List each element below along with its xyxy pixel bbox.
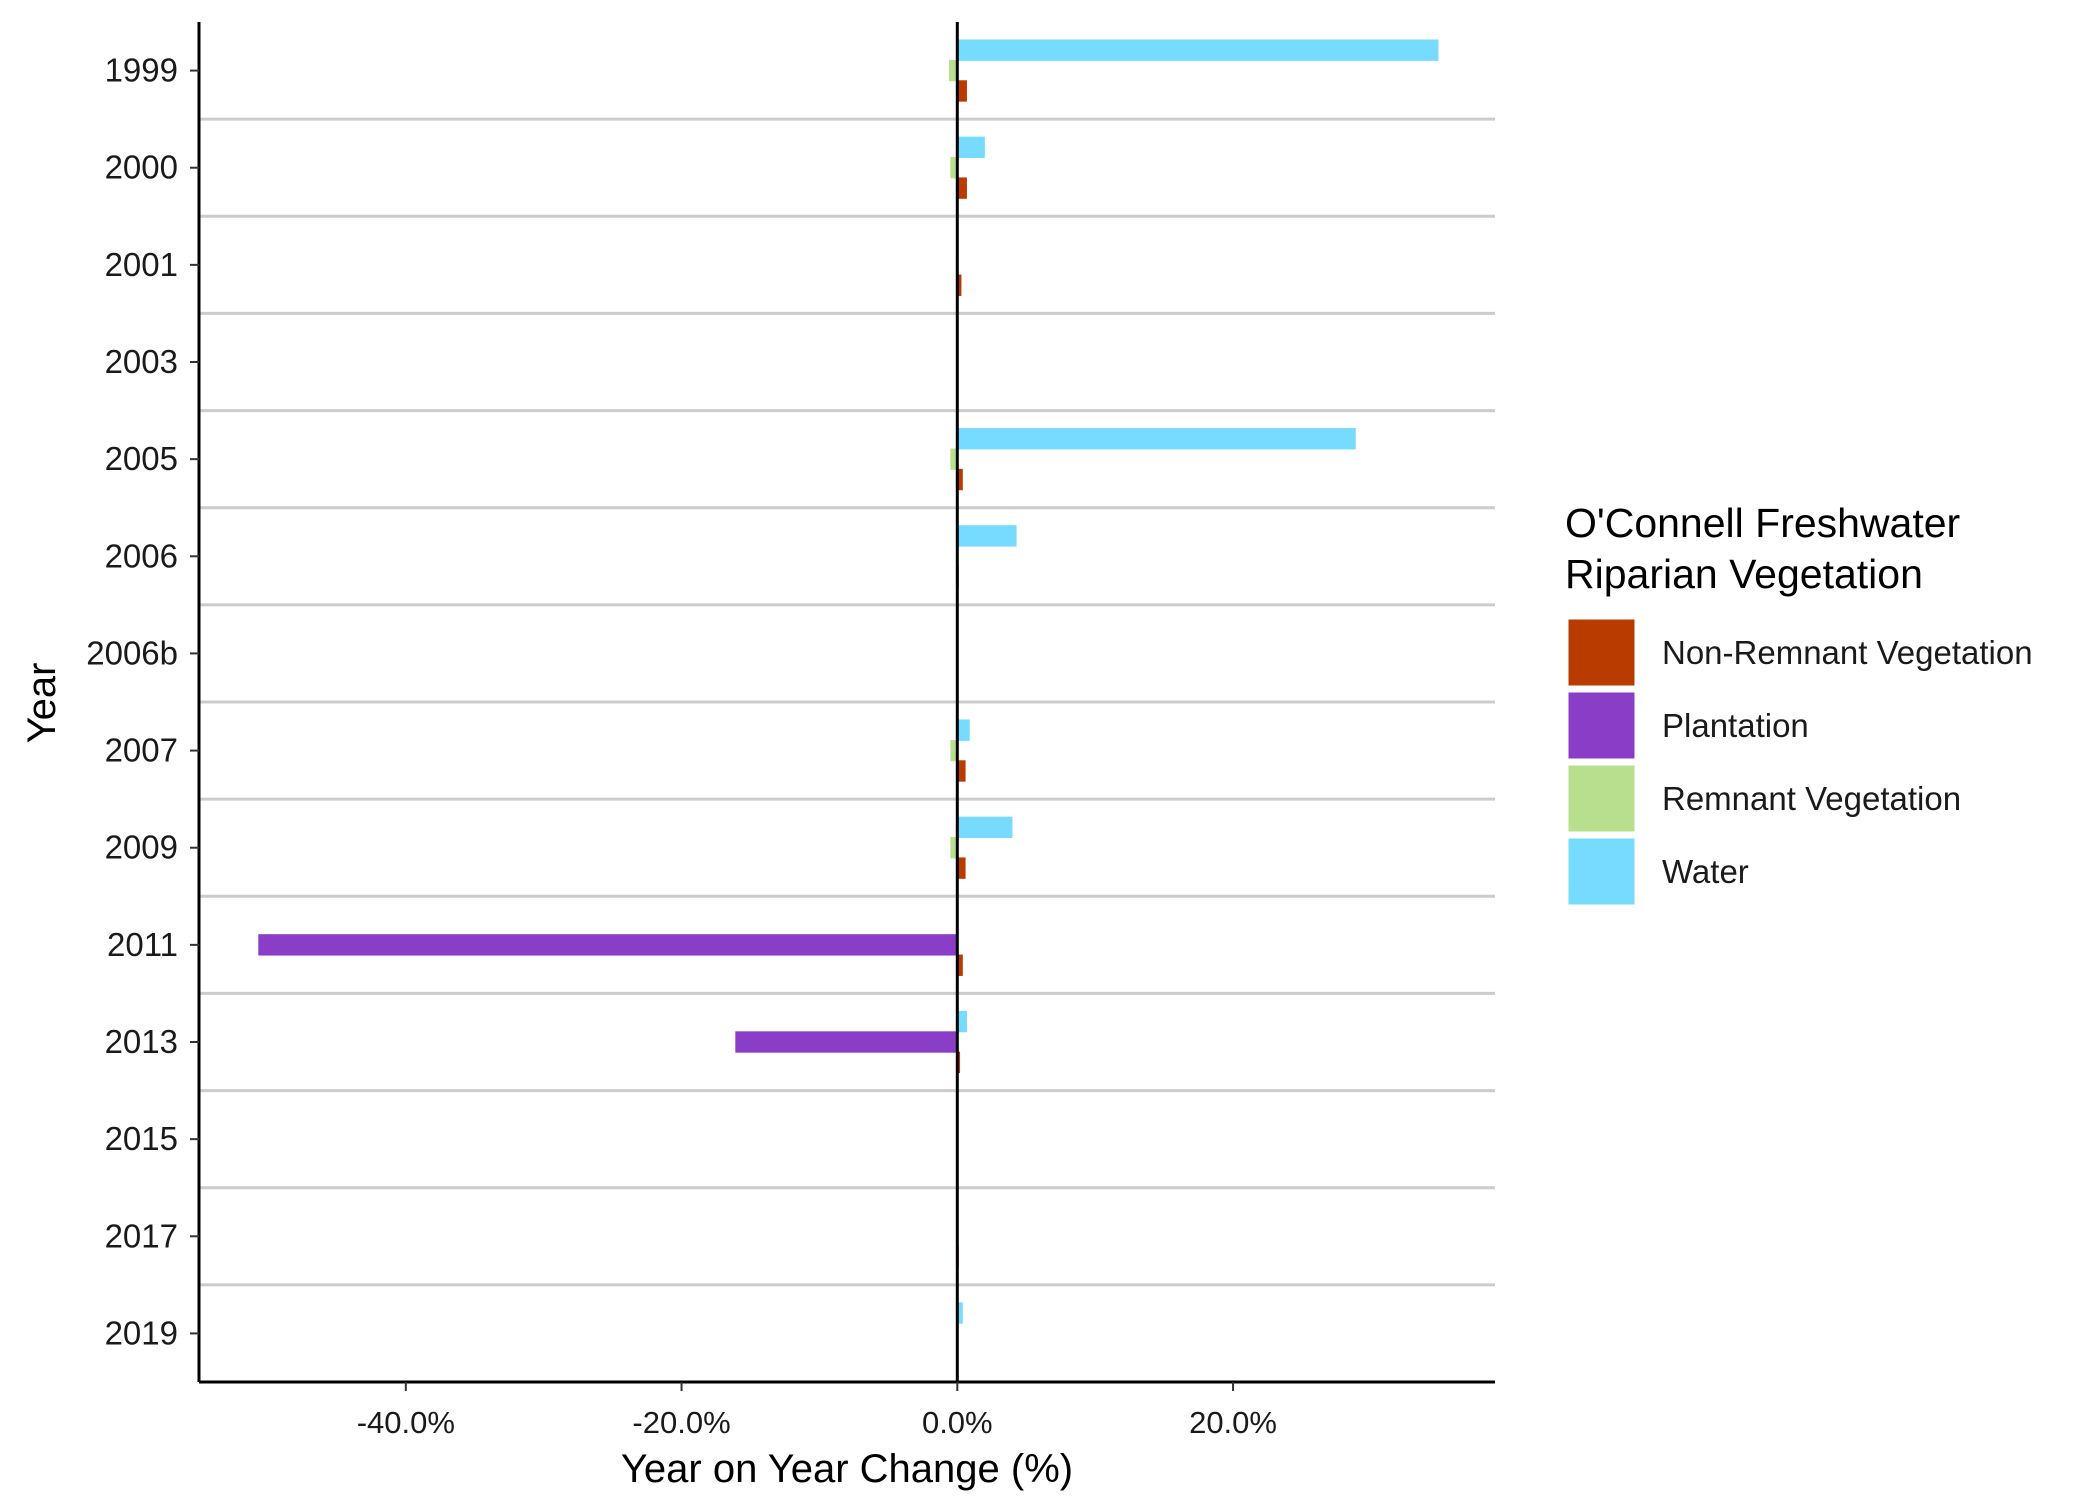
y-tick-label: 2005 [105,440,178,477]
y-tick-label: 2011 [107,926,178,963]
y-tick-label: 2019 [105,1314,178,1351]
bars [258,39,1439,1324]
legend: O'Connell Freshwater Riparian Vegetation… [1565,500,2033,908]
x-tick-label: 20.0% [1189,1405,1277,1440]
y-tick-label: 2001 [105,246,178,283]
bar-water-1999 [957,39,1439,61]
x-tick-labels: -40.0% -20.0% 0.0% 20.0% [357,1382,1277,1440]
y-tick-label: 2007 [105,732,178,769]
y-tick-labels: 1999 2000 2001 2003 2005 2006 2006b 2007 2009 201… [86,52,199,1351]
y-tick-label: 2000 [105,149,178,186]
legend-label: Non-Remnant Vegetation [1662,634,2033,671]
axes [197,22,1495,1384]
x-tick-label: -20.0% [632,1405,730,1440]
bar-water-2009 [957,816,1013,838]
y-tick-label: 2006 [105,537,178,574]
bar-remnant-vegetation-2009 [950,837,958,859]
legend-title-line-2: Riparian Vegetation [1565,551,1923,597]
bar-plantation-2011 [258,934,958,956]
bar-remnant-vegetation-2000 [950,157,958,179]
legend-label: Water [1662,853,1749,890]
y-tick-label: 1999 [105,52,178,89]
legend-title-line-1: O'Connell Freshwater [1565,500,1960,546]
bar-water-2005 [957,428,1356,450]
bar-non-remnant-vegetation-2011 [957,954,963,976]
bar-water-2006 [957,525,1017,547]
y-tick-label: 2015 [105,1120,178,1157]
bar-remnant-vegetation-2007 [950,739,958,762]
legend-label: Plantation [1662,707,1809,744]
bar-non-remnant-vegetation-2009 [957,857,966,879]
x-axis-title: Year on Year Change (%) [621,1447,1073,1491]
y-tick-label: 2006b [86,634,178,671]
bar-water-2013 [957,1010,967,1033]
x-tick-label: 0.0% [922,1405,993,1440]
y-tick-label: 2009 [105,829,178,866]
bar-non-remnant-vegetation-2000 [957,177,967,199]
bar-non-remnant-vegetation-1999 [957,80,967,102]
bar-non-remnant-vegetation-2001 [957,274,962,296]
legend-swatch-plantation [1565,689,1638,762]
bar-plantation-2013 [735,1031,958,1053]
legend-items: Non-Remnant Vegetation Plantation Remnant … [1565,616,2033,908]
y-tick-label: 2017 [105,1217,178,1254]
bar-water-2000 [957,136,985,158]
y-tick-label: 2003 [105,343,178,380]
y-axis-title: Year [20,663,64,744]
legend-swatch-water [1565,835,1638,908]
legend-swatch-non-remnant-vegetation [1565,616,1638,689]
bar-remnant-vegetation-2005 [950,448,958,470]
bar-water-2019 [957,1302,963,1324]
bar-remnant-vegetation-1999 [949,59,958,82]
bar-non-remnant-vegetation-2005 [957,468,963,491]
grid-lines [199,117,1495,1287]
legend-swatch-remnant-vegetation [1565,762,1638,835]
bar-water-2007 [957,719,970,741]
legend-label: Remnant Vegetation [1662,780,1961,817]
y-tick-label: 2013 [105,1023,178,1060]
x-tick-label: -40.0% [357,1405,455,1440]
bar-non-remnant-vegetation-2007 [957,760,966,782]
